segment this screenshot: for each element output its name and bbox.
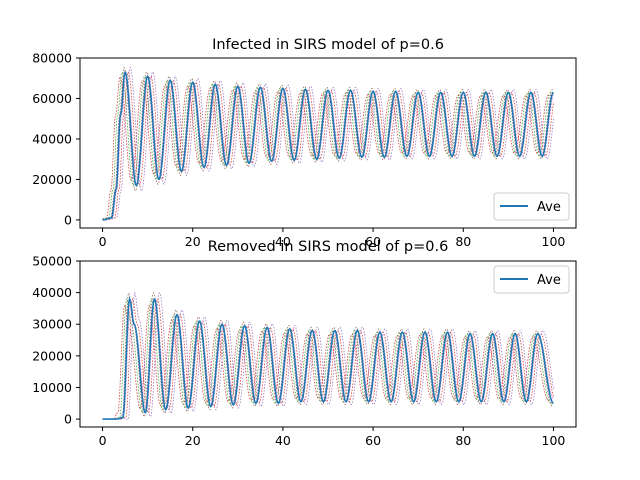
removed-axes-frame (79, 260, 577, 428)
infected-plot-area (102, 66, 554, 221)
infected-series-ave (102, 70, 554, 221)
infected-y-tick-label: 60000 (32, 91, 72, 106)
removed-run-line-2 (102, 298, 554, 420)
removed-y-tick-label: 20000 (32, 348, 72, 363)
infected-x-tick-label: 40 (275, 234, 291, 249)
infected-y-ticks: 0 20000 40000 60000 80000 (32, 51, 80, 227)
removed-y-tick-label: 50000 (32, 254, 72, 269)
removed-x-tick-label: 20 (185, 433, 201, 448)
removed-run-line-3 (102, 291, 554, 420)
removed-series-ave (102, 296, 554, 420)
infected-legend: Ave (493, 192, 570, 221)
infected-axes-frame (79, 57, 577, 229)
infected-x-ticks: 0 20 40 60 80 100 (99, 228, 566, 249)
infected-run-line-5 (102, 71, 554, 221)
infected-legend-box (493, 192, 570, 221)
infected-y-tick-label: 0 (64, 212, 72, 227)
infected-run-line-2 (102, 71, 554, 220)
infected-x-tick-label: 0 (99, 234, 107, 249)
infected-y-tick-label: 20000 (32, 172, 72, 187)
removed-x-tick-label: 60 (365, 433, 381, 448)
removed-x-tick-label: 100 (542, 433, 566, 448)
infected-run-line-6 (102, 66, 554, 221)
infected-run-line-3 (102, 67, 554, 221)
infected-y-tick-label: 80000 (32, 51, 72, 66)
removed-legend-label: Ave (537, 273, 561, 288)
removed-legend-box (493, 265, 570, 294)
removed-legend: Ave (493, 265, 570, 294)
infected-x-tick-label: 60 (365, 234, 381, 249)
infected-chart: Infected in SIRS model of p=0.6 0 20 40 60 8… (32, 37, 577, 249)
infected-chart-title: Infected in SIRS model of p=0.6 (212, 37, 444, 53)
removed-x-tick-label: 40 (275, 433, 291, 448)
infected-legend-label: Ave (537, 200, 561, 215)
removed-chart: Removed in SIRS model of p=0.6 0 20 40 60 80… (32, 239, 577, 448)
removed-y-tick-label: 10000 (32, 380, 72, 395)
infected-y-tick-label: 40000 (32, 131, 72, 146)
infected-x-tick-label: 20 (185, 234, 201, 249)
removed-plot-area (102, 291, 554, 420)
removed-y-tick-label: 30000 (32, 317, 72, 332)
removed-y-tick-label: 40000 (32, 285, 72, 300)
removed-run-line-6 (102, 291, 554, 420)
removed-run-line-5 (102, 297, 554, 420)
removed-y-tick-label: 0 (64, 412, 72, 427)
infected-x-tick-label: 100 (542, 234, 566, 249)
removed-x-ticks: 0 20 40 60 80 100 (99, 427, 566, 448)
removed-y-ticks: 0 10000 20000 30000 40000 50000 (32, 254, 80, 427)
removed-x-tick-label: 80 (455, 433, 471, 448)
removed-chart-title: Removed in SIRS model of p=0.6 (208, 239, 449, 255)
removed-x-tick-label: 0 (99, 433, 107, 448)
removed-run-line-4 (102, 304, 554, 420)
infected-x-tick-label: 80 (455, 234, 471, 249)
